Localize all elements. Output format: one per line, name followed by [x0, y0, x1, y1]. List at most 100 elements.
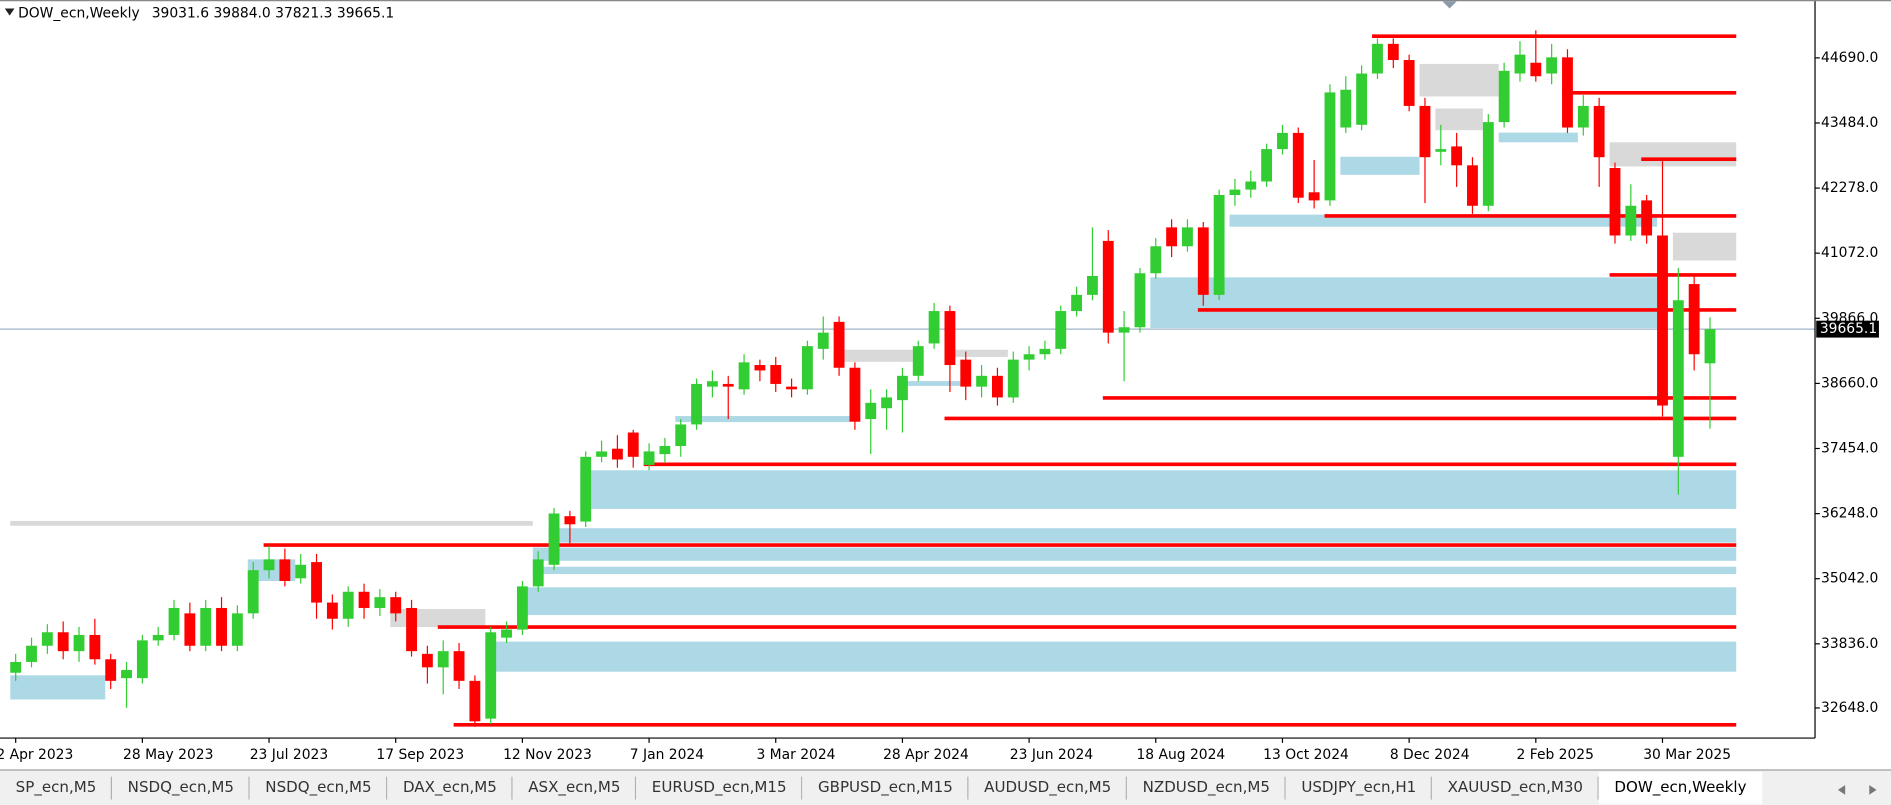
tab[interactable]	[636, 771, 803, 805]
zone	[1498, 132, 1578, 143]
candle-body	[469, 680, 481, 722]
x-tick-label: 2 Apr 2023	[0, 747, 73, 763]
price-label: 39665.1	[1820, 321, 1877, 337]
candle-body	[1324, 92, 1336, 201]
zone	[1150, 277, 1658, 329]
candle-body	[596, 451, 607, 457]
tab[interactable]	[512, 771, 637, 805]
tab[interactable]	[0, 771, 112, 805]
tab-label[interactable]: GBPUSD_ecn,M15	[818, 778, 953, 797]
candle-body	[216, 607, 227, 646]
tab-label[interactable]: USDJPY_ecn,H1	[1301, 778, 1416, 797]
candle-body	[706, 381, 718, 387]
candle-body	[342, 591, 354, 619]
candle-body	[311, 562, 322, 603]
candle-body	[1641, 200, 1653, 236]
candle-body	[516, 586, 528, 630]
y-tick-label: 41072.0	[1821, 245, 1878, 261]
zone	[10, 675, 106, 700]
zone	[580, 470, 1737, 509]
x-tick-label: 30 Mar 2025	[1643, 747, 1731, 763]
candle-body	[1546, 57, 1558, 74]
candle-body	[1182, 227, 1193, 247]
tab-active[interactable]	[1598, 771, 1763, 805]
tab-scroll-right[interactable]	[1869, 785, 1877, 795]
tab[interactable]	[968, 771, 1127, 805]
candle-body	[770, 365, 782, 384]
candle-body	[1609, 167, 1621, 236]
candle-body	[1134, 273, 1146, 328]
zone	[944, 349, 1008, 357]
tab[interactable]	[1285, 771, 1432, 805]
candle-body	[1245, 181, 1257, 190]
y-tick-label: 35042.0	[1821, 571, 1878, 587]
tab-label[interactable]: DAX_ecn,M5	[403, 778, 497, 797]
shift-marker[interactable]	[1442, 1, 1457, 9]
tab[interactable]	[249, 771, 388, 805]
zone	[390, 608, 486, 628]
candle-body	[501, 629, 512, 638]
y-tick-label: 33836.0	[1821, 636, 1878, 652]
x-tick-label: 28 May 2023	[123, 747, 213, 763]
zone	[532, 547, 1737, 561]
candle-body	[532, 559, 544, 587]
candle-body	[1467, 165, 1478, 206]
candle-body	[1229, 189, 1241, 195]
candle-body	[849, 367, 861, 422]
x-tick-label: 7 Jan 2024	[630, 747, 704, 763]
tab[interactable]	[1126, 771, 1286, 805]
menu-arrow[interactable]	[4, 8, 15, 16]
tab-label[interactable]: EURUSD_ecn,M15	[652, 778, 787, 797]
tab[interactable]	[387, 771, 513, 805]
candle-body	[121, 670, 132, 679]
candle-body	[247, 570, 259, 614]
candle-body	[1562, 57, 1573, 128]
candle-body	[437, 651, 449, 668]
candle-body	[184, 613, 196, 646]
candle-body	[1688, 284, 1700, 355]
tab-scroll-left[interactable]	[1837, 785, 1846, 795]
tab-label[interactable]: SP_ecn,M5	[16, 778, 97, 797]
tab-label[interactable]: XAUUSD_ecn,M30	[1448, 778, 1583, 797]
candle-body	[865, 402, 877, 420]
candle-body	[675, 424, 687, 447]
candle-body	[1625, 205, 1637, 236]
tab-label[interactable]: NZDUSD_ecn,M5	[1143, 778, 1270, 797]
tab[interactable]	[802, 771, 969, 805]
chart-title: DOW_ecn,Weekly	[18, 5, 140, 21]
candle-body	[231, 613, 243, 646]
tab-list: SP_ecn,M5 NSDQ_ecn,M5 NSDQ_ecn,M5 DAX_ecn,M…	[0, 771, 1763, 805]
tab-label[interactable]: NSDQ_ecn,M5	[128, 778, 234, 797]
candle-body	[1071, 294, 1083, 312]
candle-body	[1087, 275, 1098, 295]
candle-body	[263, 559, 275, 571]
candle-body	[1387, 43, 1399, 61]
tab-label[interactable]: DOW_ecn,Weekly	[1614, 778, 1746, 797]
price-label-box	[1816, 320, 1879, 338]
candle-body	[564, 516, 576, 525]
tab[interactable]	[1431, 771, 1599, 805]
candle-body	[786, 386, 798, 390]
x-tick-label: 23 Jun 2024	[1010, 747, 1094, 763]
tab[interactable]	[111, 771, 250, 805]
candle-body	[326, 602, 338, 619]
zone	[532, 566, 1737, 575]
candle-body	[26, 645, 37, 662]
candle-body	[279, 559, 291, 581]
zone	[1435, 108, 1483, 131]
candle-body	[1672, 300, 1684, 457]
candle-body	[1007, 359, 1019, 398]
tab-label[interactable]: AUDUSD_ecn,M5	[984, 778, 1111, 797]
candle-body	[295, 564, 307, 579]
candle-body	[1482, 122, 1494, 206]
tab-label[interactable]: ASX_ecn,M5	[528, 778, 620, 797]
zone	[1672, 232, 1737, 261]
tab-label[interactable]: NSDQ_ecn,M5	[265, 778, 371, 797]
candle-body	[1435, 149, 1447, 152]
y-tick-label: 42278.0	[1821, 180, 1878, 196]
candle-body	[833, 321, 845, 368]
candle-body	[1577, 105, 1589, 128]
candle-body	[627, 432, 639, 457]
plot-area	[0, 30, 1816, 727]
